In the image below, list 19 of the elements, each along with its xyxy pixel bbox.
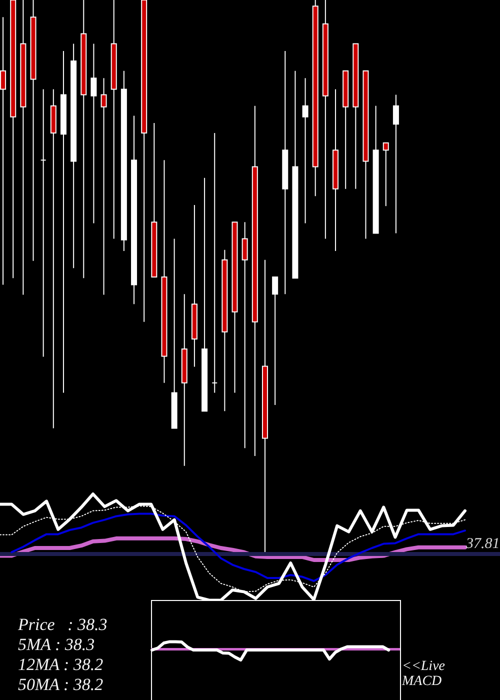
text: 5MA : 38.3 [18,635,95,654]
candlestick [100,78,107,296]
candlestick [60,50,66,394]
candlestick [90,43,97,224]
candlestick [302,78,308,224]
candlestick [40,88,46,358]
candlestick [0,16,6,286]
candlestick [50,88,56,429]
annotation: 37.81 [466,536,500,552]
candlestick [242,222,248,449]
candlestick [382,142,389,207]
text: 50MA : 38.2 [18,675,104,694]
text: 12MA : 38.2 [18,655,104,674]
candlestick [392,94,399,234]
text: <<Live [402,659,445,674]
candlestick [272,276,278,406]
text: MACD [402,674,442,689]
text: Price : 38.3 [18,615,108,634]
candlestick [212,132,218,394]
